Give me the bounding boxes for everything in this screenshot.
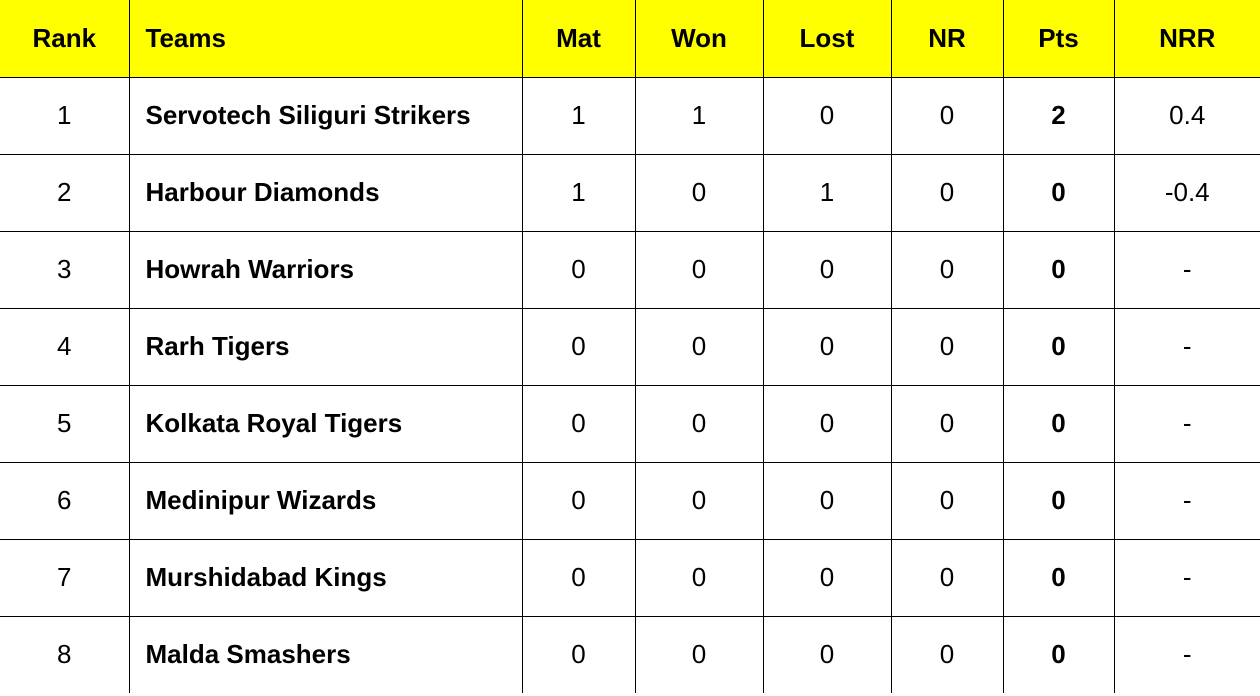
- cell-won: 0: [635, 308, 763, 385]
- standings-table: Rank Teams Mat Won Lost NR Pts NRR 1 Ser…: [0, 0, 1260, 693]
- table-body: 1 Servotech Siliguri Strikers 1 1 0 0 2 …: [0, 77, 1260, 693]
- cell-pts: 2: [1003, 77, 1114, 154]
- cell-pts: 0: [1003, 462, 1114, 539]
- table-row: 6 Medinipur Wizards 0 0 0 0 0 -: [0, 462, 1260, 539]
- cell-teams: Medinipur Wizards: [129, 462, 522, 539]
- cell-teams: Servotech Siliguri Strikers: [129, 77, 522, 154]
- cell-teams: Rarh Tigers: [129, 308, 522, 385]
- cell-won: 0: [635, 462, 763, 539]
- cell-teams: Harbour Diamonds: [129, 154, 522, 231]
- cell-lost: 0: [763, 539, 891, 616]
- table-header-row: Rank Teams Mat Won Lost NR Pts NRR: [0, 0, 1260, 77]
- cell-mat: 0: [522, 616, 635, 693]
- header-nr: NR: [891, 0, 1003, 77]
- cell-mat: 0: [522, 539, 635, 616]
- cell-pts: 0: [1003, 308, 1114, 385]
- cell-lost: 0: [763, 308, 891, 385]
- cell-pts: 0: [1003, 385, 1114, 462]
- cell-nr: 0: [891, 385, 1003, 462]
- cell-nrr: -: [1114, 462, 1260, 539]
- cell-nr: 0: [891, 154, 1003, 231]
- table-row: 4 Rarh Tigers 0 0 0 0 0 -: [0, 308, 1260, 385]
- cell-won: 0: [635, 385, 763, 462]
- header-pts: Pts: [1003, 0, 1114, 77]
- cell-teams: Kolkata Royal Tigers: [129, 385, 522, 462]
- header-rank: Rank: [0, 0, 129, 77]
- table-row: 3 Howrah Warriors 0 0 0 0 0 -: [0, 231, 1260, 308]
- cell-pts: 0: [1003, 616, 1114, 693]
- cell-teams: Murshidabad Kings: [129, 539, 522, 616]
- cell-rank: 4: [0, 308, 129, 385]
- cell-won: 0: [635, 616, 763, 693]
- cell-rank: 1: [0, 77, 129, 154]
- cell-teams: Malda Smashers: [129, 616, 522, 693]
- table-row: 1 Servotech Siliguri Strikers 1 1 0 0 2 …: [0, 77, 1260, 154]
- cell-nr: 0: [891, 77, 1003, 154]
- table-row: 2 Harbour Diamonds 1 0 1 0 0 -0.4: [0, 154, 1260, 231]
- cell-nr: 0: [891, 462, 1003, 539]
- cell-nrr: -: [1114, 539, 1260, 616]
- cell-mat: 0: [522, 308, 635, 385]
- cell-lost: 0: [763, 616, 891, 693]
- cell-mat: 0: [522, 385, 635, 462]
- cell-nr: 0: [891, 231, 1003, 308]
- cell-nr: 0: [891, 616, 1003, 693]
- cell-nrr: -: [1114, 231, 1260, 308]
- cell-mat: 0: [522, 231, 635, 308]
- header-nrr: NRR: [1114, 0, 1260, 77]
- cell-lost: 1: [763, 154, 891, 231]
- cell-nrr: -: [1114, 616, 1260, 693]
- cell-nr: 0: [891, 308, 1003, 385]
- cell-nrr: -: [1114, 308, 1260, 385]
- table-row: 7 Murshidabad Kings 0 0 0 0 0 -: [0, 539, 1260, 616]
- cell-rank: 7: [0, 539, 129, 616]
- cell-nrr: -0.4: [1114, 154, 1260, 231]
- cell-lost: 0: [763, 385, 891, 462]
- header-teams: Teams: [129, 0, 522, 77]
- cell-lost: 0: [763, 231, 891, 308]
- table-row: 8 Malda Smashers 0 0 0 0 0 -: [0, 616, 1260, 693]
- cell-pts: 0: [1003, 154, 1114, 231]
- cell-mat: 1: [522, 154, 635, 231]
- cell-won: 0: [635, 231, 763, 308]
- cell-lost: 0: [763, 462, 891, 539]
- cell-mat: 1: [522, 77, 635, 154]
- cell-rank: 5: [0, 385, 129, 462]
- cell-rank: 6: [0, 462, 129, 539]
- cell-rank: 2: [0, 154, 129, 231]
- cell-rank: 3: [0, 231, 129, 308]
- cell-rank: 8: [0, 616, 129, 693]
- header-lost: Lost: [763, 0, 891, 77]
- header-mat: Mat: [522, 0, 635, 77]
- cell-pts: 0: [1003, 231, 1114, 308]
- cell-pts: 0: [1003, 539, 1114, 616]
- table-row: 5 Kolkata Royal Tigers 0 0 0 0 0 -: [0, 385, 1260, 462]
- cell-lost: 0: [763, 77, 891, 154]
- cell-nrr: -: [1114, 385, 1260, 462]
- cell-won: 0: [635, 539, 763, 616]
- cell-nrr: 0.4: [1114, 77, 1260, 154]
- cell-won: 0: [635, 154, 763, 231]
- cell-teams: Howrah Warriors: [129, 231, 522, 308]
- cell-mat: 0: [522, 462, 635, 539]
- header-won: Won: [635, 0, 763, 77]
- cell-won: 1: [635, 77, 763, 154]
- cell-nr: 0: [891, 539, 1003, 616]
